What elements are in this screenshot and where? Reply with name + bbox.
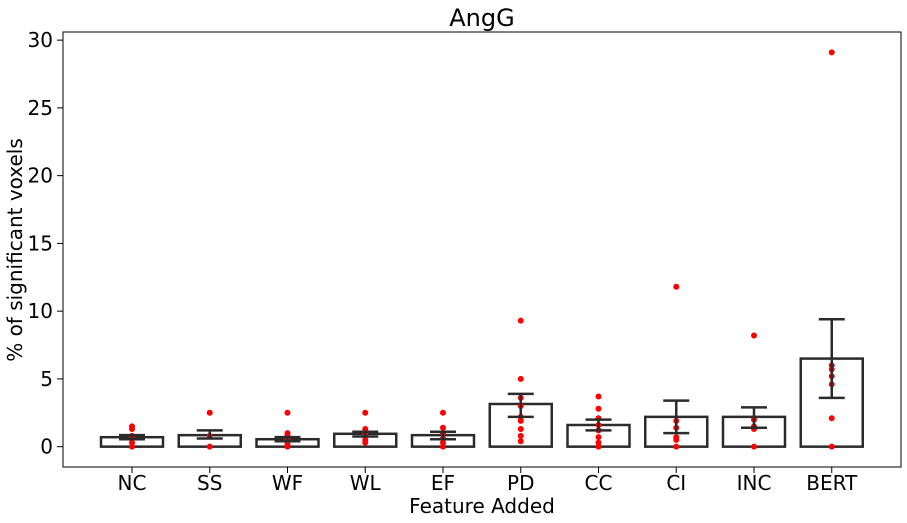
data-point [595, 434, 602, 441]
data-point [595, 393, 602, 400]
data-point [673, 283, 680, 290]
data-point [828, 443, 835, 450]
x-tick-label: PD [507, 471, 534, 495]
data-point [517, 317, 524, 324]
data-point [284, 430, 291, 437]
axes-frame [62, 31, 902, 468]
x-tick-label: INC [737, 471, 772, 495]
data-point [517, 432, 524, 439]
data-point [517, 375, 524, 382]
data-point [828, 415, 835, 422]
data-point [206, 443, 213, 450]
data-point [673, 434, 680, 441]
y-tick-label: 5 [40, 367, 53, 391]
data-point [595, 439, 602, 446]
chart-title: AngG [449, 4, 514, 32]
data-point [362, 409, 369, 416]
y-tick-label: 15 [28, 231, 53, 255]
data-point [828, 49, 835, 56]
x-tick-label: CI [666, 471, 686, 495]
data-point [751, 443, 757, 450]
x-tick-label: NC [118, 471, 147, 495]
x-tick-label: BERT [806, 471, 858, 495]
data-point [595, 405, 602, 412]
y-tick-label: 10 [28, 299, 53, 323]
data-point [440, 424, 446, 431]
plot-area: 0 5 10 15 20 25 30 NC SS WF WL EF PD CC CI INC BERT [28, 28, 864, 495]
data-point [751, 332, 757, 339]
data-point [517, 426, 524, 433]
data-point [284, 409, 291, 416]
y-tick-label: 20 [28, 164, 53, 188]
data-point [517, 438, 524, 445]
y-tick-label: 25 [28, 96, 53, 120]
x-tick-label: WF [272, 471, 303, 495]
data-point [440, 409, 446, 416]
x-tick-label: EF [431, 471, 455, 495]
x-tick-label: WL [350, 471, 382, 495]
y-tick-label: 30 [28, 28, 53, 52]
data-point [206, 409, 213, 416]
x-tick-label: CC [585, 471, 613, 495]
y-tick-label: 0 [40, 435, 53, 459]
data-point [673, 443, 680, 450]
x-tick-label: SS [197, 471, 222, 495]
x-axis-label: Feature Added [409, 494, 555, 518]
y-axis-label: % of significant voxels [3, 138, 27, 362]
data-point [129, 423, 135, 430]
